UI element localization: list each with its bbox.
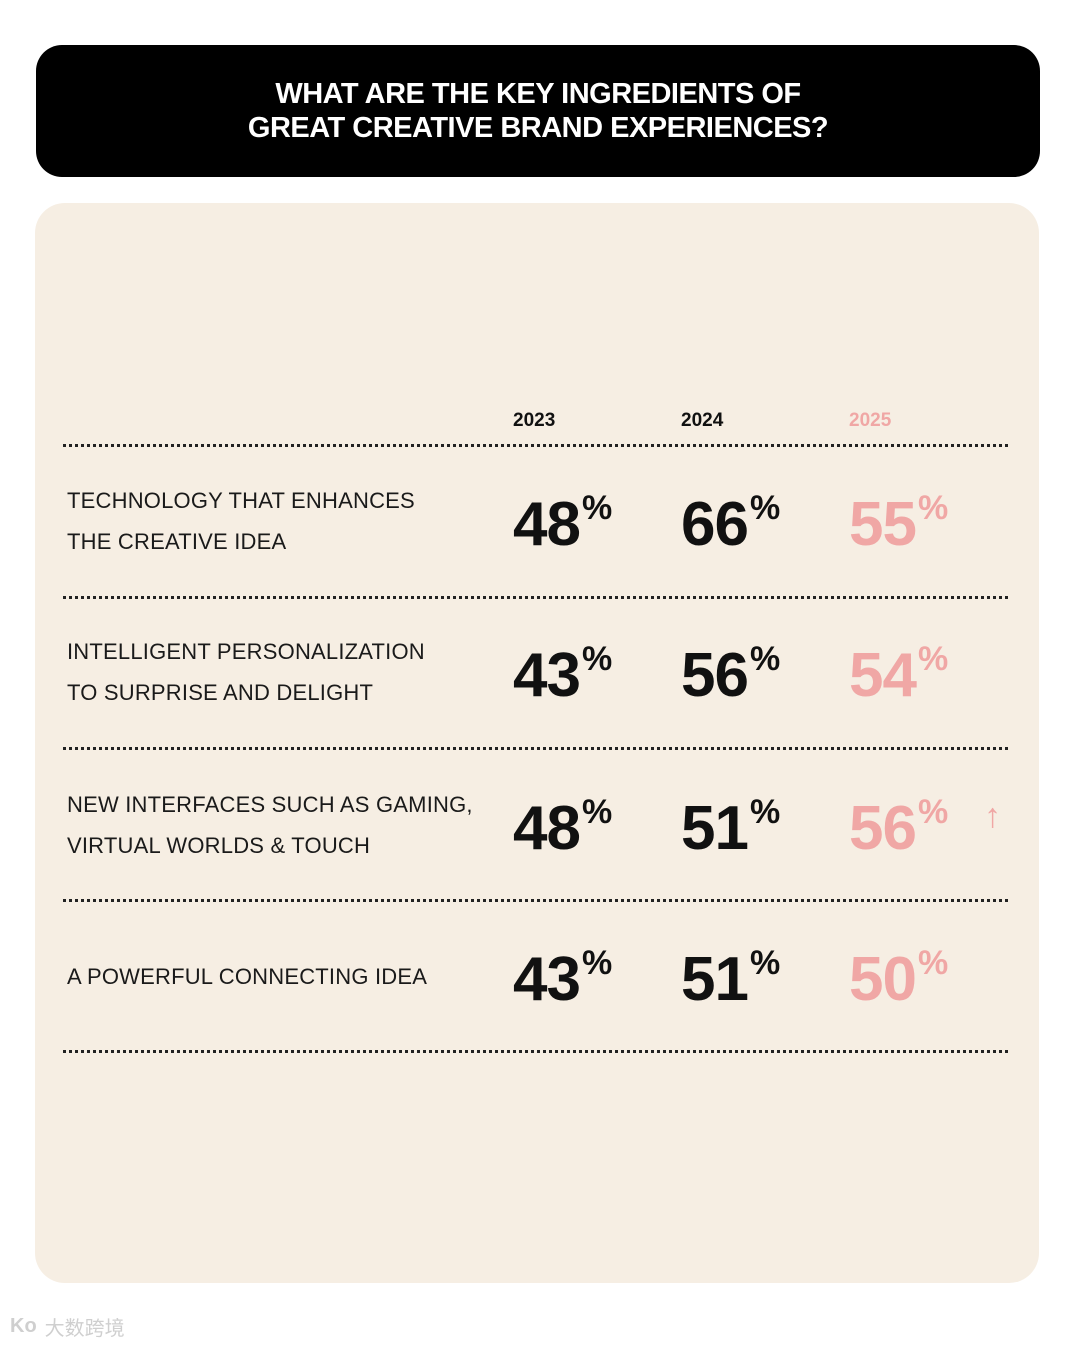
column-header-2024: 2024 bbox=[681, 410, 724, 431]
row-label-line: INTELLIGENT PERSONALIZATION bbox=[67, 639, 425, 664]
watermark: Ko 大数跨境 bbox=[10, 1312, 125, 1341]
row-label: INTELLIGENT PERSONALIZATION TO SURPRISE A… bbox=[67, 631, 497, 713]
row-label: NEW INTERFACES SUCH AS GAMING, VIRTUAL WO… bbox=[67, 784, 497, 866]
percent-sign: % bbox=[749, 640, 781, 678]
chart-card bbox=[35, 203, 1039, 1283]
title-line-2: GREAT CREATIVE BRAND EXPERIENCES? bbox=[247, 112, 829, 144]
value-2025: 50% bbox=[849, 944, 948, 1011]
percent-sign: % bbox=[581, 640, 613, 678]
row-divider bbox=[63, 596, 1008, 599]
row-divider bbox=[63, 1050, 1008, 1053]
title-banner: WHAT ARE THE KEY INGREDIENTS OF GREAT CR… bbox=[36, 45, 1040, 177]
row-label-line: TECHNOLOGY THAT ENHANCES bbox=[67, 488, 415, 513]
row-label: A POWERFUL CONNECTING IDEA bbox=[67, 956, 497, 997]
value-number: 66 bbox=[681, 490, 749, 559]
value-number: 56 bbox=[681, 641, 749, 710]
percent-sign: % bbox=[581, 793, 613, 831]
row-label-line: NEW INTERFACES SUCH AS GAMING, bbox=[67, 792, 473, 817]
row-label-line: THE CREATIVE IDEA bbox=[67, 529, 287, 554]
value-number: 48 bbox=[513, 794, 581, 863]
row-divider bbox=[63, 899, 1008, 902]
row-label: TECHNOLOGY THAT ENHANCES THE CREATIVE IDE… bbox=[67, 480, 497, 562]
row-label-line: VIRTUAL WORLDS & TOUCH bbox=[67, 833, 371, 858]
value-number: 51 bbox=[681, 945, 749, 1014]
row-label-line: A POWERFUL CONNECTING IDEA bbox=[67, 963, 428, 989]
percent-sign: % bbox=[749, 944, 781, 982]
up-arrow-icon: ↑ bbox=[984, 797, 1001, 835]
value-2023: 43% bbox=[513, 640, 612, 707]
value-2024: 51% bbox=[681, 793, 780, 860]
watermark-text: 大数跨境 bbox=[44, 1318, 125, 1340]
column-header-2025: 2025 bbox=[849, 410, 892, 431]
value-number: 55 bbox=[849, 490, 917, 559]
value-number: 50 bbox=[849, 945, 917, 1014]
value-2025: 54% bbox=[849, 640, 948, 707]
percent-sign: % bbox=[581, 489, 613, 527]
watermark-logo: Ko bbox=[10, 1315, 37, 1337]
row-label-line: TO SURPRISE AND DELIGHT bbox=[67, 680, 374, 705]
percent-sign: % bbox=[917, 944, 949, 982]
column-header-2023: 2023 bbox=[513, 410, 556, 431]
percent-sign: % bbox=[581, 944, 613, 982]
value-2024: 56% bbox=[681, 640, 780, 707]
row-divider bbox=[63, 444, 1008, 447]
value-number: 43 bbox=[513, 945, 581, 1014]
percent-sign: % bbox=[749, 793, 781, 831]
row-divider bbox=[63, 747, 1008, 750]
percent-sign: % bbox=[917, 489, 949, 527]
value-2023: 43% bbox=[513, 944, 612, 1011]
percent-sign: % bbox=[917, 640, 949, 678]
value-2023: 48% bbox=[513, 793, 612, 860]
value-2024: 66% bbox=[681, 489, 780, 556]
value-number: 56 bbox=[849, 794, 917, 863]
percent-sign: % bbox=[749, 489, 781, 527]
percent-sign: % bbox=[917, 793, 949, 831]
value-number: 54 bbox=[849, 641, 917, 710]
value-2024: 51% bbox=[681, 944, 780, 1011]
value-number: 51 bbox=[681, 794, 749, 863]
value-number: 43 bbox=[513, 641, 581, 710]
value-number: 48 bbox=[513, 490, 581, 559]
value-2023: 48% bbox=[513, 489, 612, 556]
title-line-1: WHAT ARE THE KEY INGREDIENTS OF bbox=[275, 78, 801, 110]
value-2025: 55% bbox=[849, 489, 948, 556]
value-2025: 56% bbox=[849, 793, 948, 860]
